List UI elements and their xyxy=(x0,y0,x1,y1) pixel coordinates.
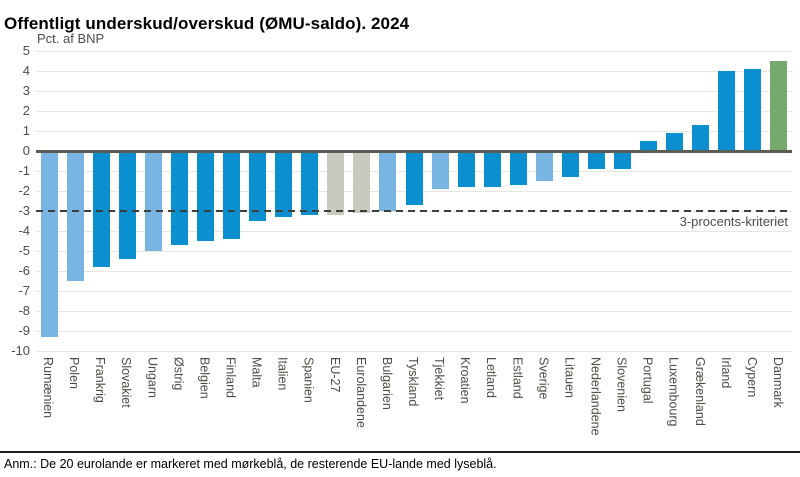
bar-ungarn xyxy=(144,151,162,251)
bar-slovakiet xyxy=(118,151,136,259)
gridline--10 xyxy=(36,350,792,352)
x-label-eurolandene: Eurolandene xyxy=(353,357,368,428)
bar-spanien xyxy=(301,151,319,215)
x-label-polen: Polen xyxy=(67,357,82,389)
x-label-strig: Østrig xyxy=(171,357,186,391)
gridline--8 xyxy=(36,310,792,312)
x-label-danmark: Danmark xyxy=(770,357,785,408)
x-label-irland: Irland xyxy=(718,357,733,389)
x-label-kroatien: Kroatien xyxy=(458,357,473,404)
x-label-slovakiet: Slovakiet xyxy=(119,357,134,408)
bar-belgien xyxy=(196,151,214,241)
bar-eurolandene xyxy=(353,151,371,213)
bar-luxembourg xyxy=(666,133,684,151)
gridline-3 xyxy=(36,90,792,92)
gridline--7 xyxy=(36,290,792,292)
bar-portugal xyxy=(640,141,658,151)
gridline-5 xyxy=(36,50,792,52)
gridline-1 xyxy=(36,130,792,132)
bar-gr-kenland xyxy=(692,125,710,151)
x-label-tyskland: Tyskland xyxy=(406,357,420,407)
plot-area: 3-procents-kriteriet xyxy=(36,50,792,352)
bar-strig xyxy=(170,151,188,245)
bar-slovenien xyxy=(614,151,632,169)
bar-rum-nien xyxy=(40,151,58,337)
bar-eu-27 xyxy=(327,151,345,215)
x-label-cypern: Cypern xyxy=(744,357,759,398)
bar-letland xyxy=(483,151,501,187)
x-label-finland: Finland xyxy=(223,357,238,398)
bar-kroatien xyxy=(457,151,475,187)
y-tick--6: -6 xyxy=(18,263,30,278)
x-label-bulgarien: Bulgarien xyxy=(379,357,394,410)
y-tick--8: -8 xyxy=(18,303,30,318)
x-label-nederlandene: Nederlandene xyxy=(588,357,603,436)
chart-title: Offentligt underskud/overskud (ØMU-saldo… xyxy=(4,14,410,34)
x-label-malta: Malta xyxy=(249,357,264,388)
zero-axis-line xyxy=(36,150,792,153)
y-tick--1: -1 xyxy=(18,163,30,178)
y-tick--2: -2 xyxy=(18,183,30,198)
bar-litauen xyxy=(561,151,579,177)
x-label-tjekkiet: Tjekkiet xyxy=(432,357,447,401)
x-label-portugal: Portugal xyxy=(640,357,655,404)
y-tick-2: 2 xyxy=(22,103,30,118)
bar-tjekkiet xyxy=(431,151,449,189)
y-tick--3: -3 xyxy=(18,203,30,218)
footnote-divider xyxy=(0,451,800,453)
y-tick-4: 4 xyxy=(22,63,30,78)
bar-danmark xyxy=(770,61,788,151)
y-tick-0: 0 xyxy=(22,143,30,158)
bar-finland xyxy=(223,151,241,239)
gridline--5 xyxy=(36,250,792,252)
gridline--4 xyxy=(36,230,792,232)
y-tick-5: 5 xyxy=(22,43,30,58)
x-label-spanien: Spanien xyxy=(301,357,316,403)
x-label-ungarn: Ungarn xyxy=(145,357,160,398)
x-label-eu-27: EU-27 xyxy=(327,357,342,393)
x-label-belgien: Belgien xyxy=(197,357,212,399)
x-label-litauen: Litauen xyxy=(562,357,577,399)
bar-nederlandene xyxy=(587,151,605,169)
bar-sverige xyxy=(535,151,553,181)
threshold-label: 3-procents-kriteriet xyxy=(679,214,788,229)
y-tick--5: -5 xyxy=(18,243,30,258)
y-tick--9: -9 xyxy=(18,323,30,338)
x-label-luxembourg: Luxembourg xyxy=(666,357,681,427)
three-percent-threshold-line xyxy=(36,210,792,212)
bar-bulgarien xyxy=(379,151,397,211)
bar-irland xyxy=(718,71,736,151)
bar-estland xyxy=(509,151,527,185)
y-tick--7: -7 xyxy=(18,283,30,298)
y-tick--10: -10 xyxy=(11,343,30,358)
x-label-rum-nien: Rumænien xyxy=(41,357,56,419)
footnote: Anm.: De 20 eurolande er markeret med mø… xyxy=(4,457,497,471)
y-axis-unit-label: Pct. af BNP xyxy=(37,31,105,46)
bar-italien xyxy=(275,151,293,217)
gridline-4 xyxy=(36,70,792,72)
x-label-gr-kenland: Grækenland xyxy=(692,357,707,426)
bar-polen xyxy=(66,151,84,281)
x-label-sverige: Sverige xyxy=(536,357,551,400)
x-label-italien: Italien xyxy=(275,357,290,391)
gridline--9 xyxy=(36,330,792,332)
bar-malta xyxy=(249,151,267,221)
bar-frankrig xyxy=(92,151,110,267)
x-label-slovenien: Slovenien xyxy=(614,357,629,412)
bar-tyskland xyxy=(405,151,423,205)
y-tick-1: 1 xyxy=(22,123,30,138)
gridline-2 xyxy=(36,110,792,112)
x-label-letland: Letland xyxy=(484,357,499,399)
bar-cypern xyxy=(744,69,762,151)
y-tick-3: 3 xyxy=(22,83,30,98)
y-tick--4: -4 xyxy=(18,223,30,238)
x-label-frankrig: Frankrig xyxy=(93,357,108,403)
gridline--6 xyxy=(36,270,792,272)
x-label-estland: Estland xyxy=(510,357,525,399)
